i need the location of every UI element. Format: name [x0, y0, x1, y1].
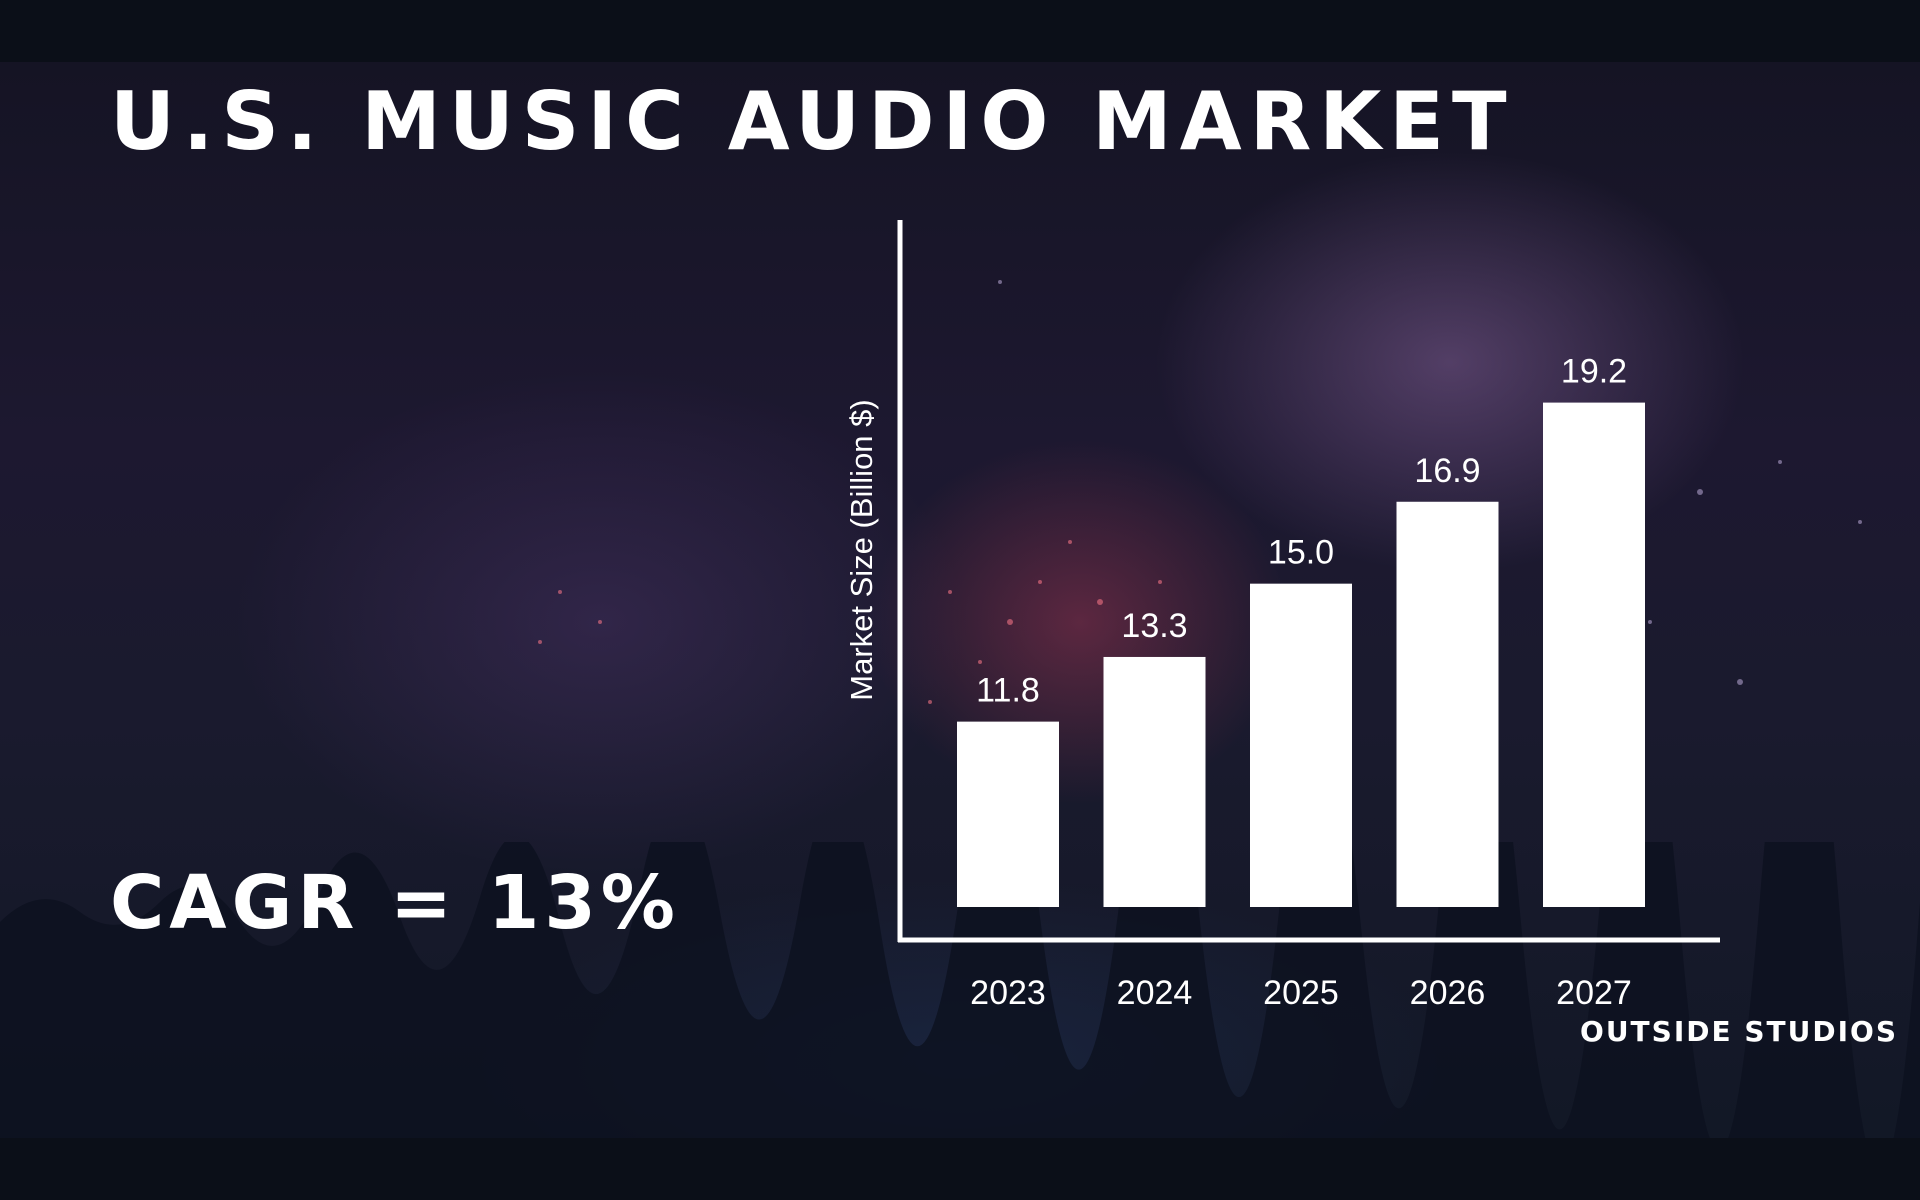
bar-2026 — [1396, 501, 1499, 907]
page-title: U.S. MUSIC AUDIO MARKET — [110, 75, 1515, 168]
bar-2023 — [957, 721, 1059, 907]
data-label-2026: 16.9 — [1414, 452, 1480, 490]
bar-2025 — [1250, 583, 1352, 907]
x-tick-label-2027: 2027 — [1556, 974, 1632, 1012]
x-tick-label-2026: 2026 — [1410, 974, 1486, 1012]
x-tick-label-2023: 2023 — [970, 974, 1046, 1012]
brand-label: OUTSIDE STUDIOS — [1580, 1015, 1898, 1048]
bar-2027 — [1543, 402, 1645, 907]
data-label-2024: 13.3 — [1121, 607, 1187, 645]
data-label-2025: 15.0 — [1268, 534, 1334, 572]
x-tick-label-2025: 2025 — [1263, 974, 1339, 1012]
bar-chart: 11.8 2023 13.3 2024 15.0 2025 16.9 2026 19.2 2027 — [897, 220, 1720, 1012]
data-label-2023: 11.8 — [976, 672, 1040, 710]
bar-2024 — [1103, 656, 1206, 907]
cagr-label: CAGR = 13% — [110, 860, 680, 946]
x-tick-label-2024: 2024 — [1117, 974, 1193, 1012]
data-label-2027: 19.2 — [1561, 353, 1627, 391]
crowd-silhouette — [0, 842, 1920, 1138]
y-axis-label: Market Size (Billion $) — [844, 399, 879, 701]
